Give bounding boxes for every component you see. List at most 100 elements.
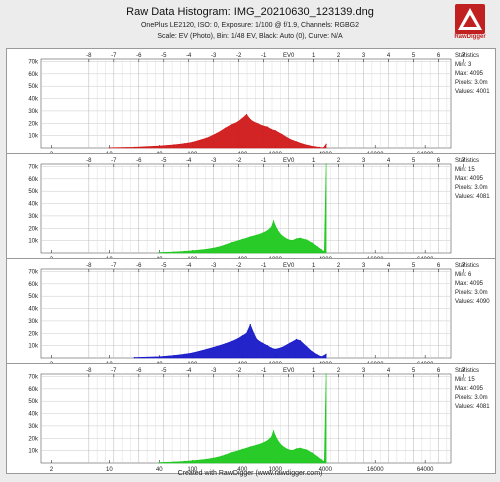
ev-tick-label: 7 [462,368,466,374]
y-tick-label: 60k [28,177,39,183]
y-tick-label: 40k [28,412,39,418]
ev-tick-label: -4 [186,368,192,374]
ev-tick-label: 1 [312,158,316,164]
histogram-point [245,332,248,334]
ev-tick-label: 5 [412,368,416,374]
histogram-point [206,348,208,350]
stat-min: Min: 15 [455,377,475,383]
stat-max: Max: 4095 [455,71,484,77]
x-tick-label: 4000 [319,467,333,473]
histogram-point [291,450,293,452]
histogram-point [299,340,301,342]
histogram-point [289,138,291,140]
y-tick-label: 50k [28,84,39,90]
ev-tick-label: 5 [412,263,416,269]
histogram-point [241,238,243,240]
histogram-point [270,436,273,438]
page-title: Raw Data Histogram: IMG_20210630_123139.… [126,6,374,18]
histogram-point [266,126,268,128]
ev-tick-label: EV0 [283,53,295,59]
histogram-panel-g2: 10k 20k 30k 40k 50k 60k 70k -8 -7 -6 -5 -4 -3 -2 -1 EV0… [6,363,496,474]
stat-min: Min: 3 [455,62,472,68]
histogram-point [325,373,327,375]
histogram-point [261,125,264,127]
ev-tick-label: 1 [312,263,316,269]
y-tick-label: 50k [28,294,39,300]
histogram-point [158,145,160,147]
histogram-point [191,141,193,143]
histogram-point [295,448,298,450]
ev-tick-label: 3 [362,53,366,59]
ev-tick-label: -8 [86,158,92,164]
footer-credit: Created with RawDigger (www.rawdigger.co… [177,470,323,477]
y-tick-label: 60k [28,72,39,78]
histogram-point [270,226,273,228]
histogram-point [206,458,208,460]
histogram-point [158,462,160,464]
histogram-point [224,454,226,456]
histogram-point [281,133,283,135]
statistics-box: Statistics Min: 6 Max: 4095 Pixels: 3.0m… [455,262,495,307]
statistics-heading: Statistics [455,158,480,164]
histogram-point [191,250,193,252]
y-tick-label: 50k [28,189,39,195]
ev-tick-label: -8 [86,368,92,374]
histogram-point [183,353,185,355]
histogram-point [266,440,268,442]
histogram-area [109,114,327,149]
ev-tick-label: 6 [437,53,441,59]
ev-tick-label: 3 [362,158,366,164]
histogram-point [314,146,316,148]
ev-tick-label: 1 [312,53,316,59]
histogram-point [272,430,275,432]
ev-tick-label: 2 [337,368,341,374]
histogram-point [306,239,308,241]
histogram-point [183,460,185,462]
histogram-point [224,127,226,129]
logo-label: RawDigger [454,34,486,40]
stat-values: Values: 4081 [455,404,490,410]
statistics-box: Statistics Min: 15 Max: 4095 Pixels: 3.0… [455,367,495,412]
histogram-point [291,240,293,242]
ev-tick-label: -2 [236,368,242,374]
ev-tick-label: 3 [362,263,366,269]
ev-tick-label: -6 [136,53,142,59]
statistics-box: Statistics Min: 3 Max: 4095 Pixels: 3.0m… [455,52,495,97]
histogram-point [316,456,318,458]
ev-tick-label: -2 [236,158,242,164]
x-tick-label: 10 [106,467,113,473]
histogram-point [281,445,283,447]
x-tick-label: 1000 [269,467,283,473]
histogram-point [231,451,233,454]
histogram-point [249,119,251,121]
histogram-point [216,345,218,347]
histogram-point [183,143,185,145]
ev-tick-label: -1 [261,158,267,164]
x-tick-label: 400 [237,467,248,473]
y-tick-label: 70k [28,59,39,65]
ev-tick-label: -6 [136,368,142,374]
histogram-point [325,353,327,355]
ev-tick-label: 2 [337,158,341,164]
histogram-point [216,132,218,134]
y-tick-label: 30k [28,319,39,325]
histogram-point [286,238,288,240]
stat-values: Values: 4090 [455,299,490,305]
y-tick-label: 30k [28,214,39,220]
histogram-point [241,335,243,337]
histogram-point [325,163,327,165]
histogram-point [173,354,175,357]
stat-pixels: Pixels: 3.0m [455,185,488,191]
histogram-point [309,145,311,147]
y-tick-label: 50k [28,399,39,405]
histogram-point [191,352,193,354]
rawdigger-logo-icon [453,4,487,40]
ev-tick-label: 5 [412,158,416,164]
ev-tick-label: -7 [111,53,117,59]
histogram-point [311,452,313,454]
histogram-point [249,446,251,448]
histogram-point [253,121,255,123]
histogram-point [245,114,248,116]
stat-pixels: Pixels: 3.0m [455,395,488,401]
stat-max: Max: 4095 [455,176,484,182]
